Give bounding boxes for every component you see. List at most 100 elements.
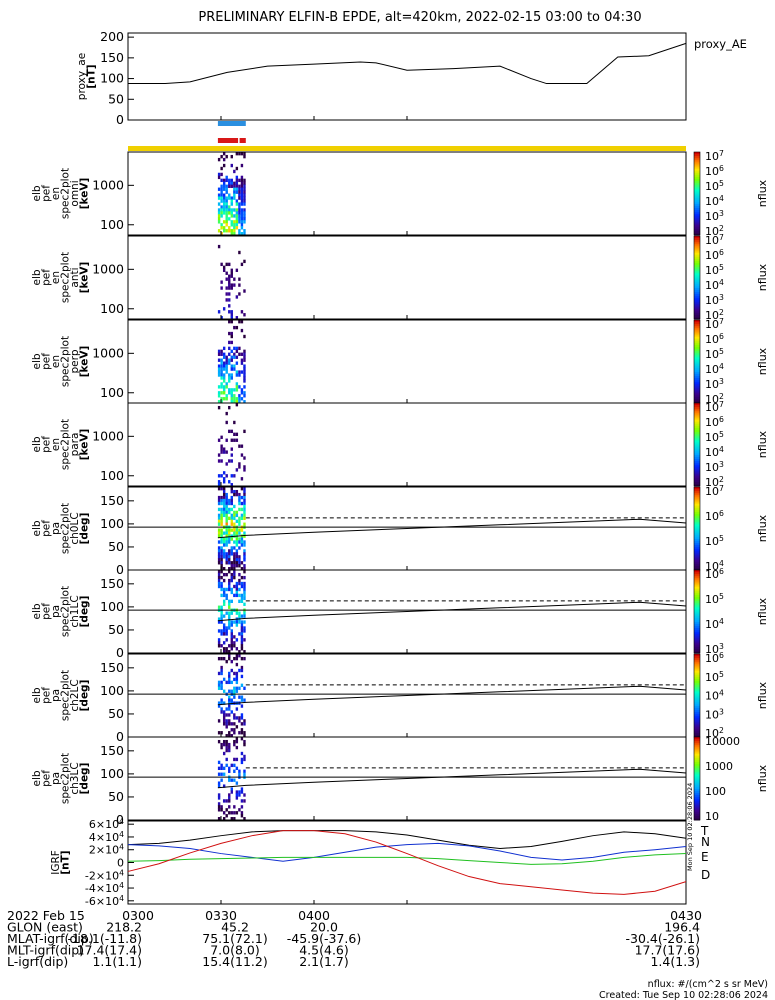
en_perp-ylabel-line: perp xyxy=(69,349,81,373)
pa_ch0-flux-cell xyxy=(220,495,223,500)
en_para-flux-cell xyxy=(225,420,228,425)
pa_ch0-flux-cell xyxy=(243,507,246,512)
pa_ch1-ylabel-line: ch1LC xyxy=(69,595,81,627)
pa_ch0-flux-cell xyxy=(228,561,231,565)
pa_ch1-colorbar-segment xyxy=(694,580,700,583)
pa_ch1-flux-cell xyxy=(222,590,226,595)
pa_ch0-flux-cell xyxy=(225,540,228,544)
pa_ch3-colorbar-segment xyxy=(694,809,700,813)
pa_ch0-flux-cell xyxy=(225,513,228,518)
en_anti-colorbar-segment xyxy=(694,240,700,243)
en_omni-flux-cell xyxy=(217,187,221,191)
pa_ch0-colorbar-segment xyxy=(694,536,700,540)
en_omni-colorbar-segment xyxy=(694,193,700,197)
pa_ch2-flux-cell xyxy=(222,701,226,705)
xaxis-row-value: 0400 xyxy=(298,908,330,923)
pa_ch3-ylabel-line: spec2plot xyxy=(59,753,71,804)
pa_ch3-colorbar-segment xyxy=(694,784,700,788)
en_omni-flux-cell xyxy=(235,214,239,218)
en_perp-flux-cell xyxy=(228,320,231,324)
en_anti-ylabel-line: pef xyxy=(40,269,52,286)
en_omni-flux-cell xyxy=(233,223,236,227)
pa_ch1-flux-cell xyxy=(217,584,221,589)
pa_ch0-flux-cell xyxy=(233,504,236,509)
pa_ch3-colorbar-segment xyxy=(694,739,700,742)
en_anti-flux-cell xyxy=(217,244,221,249)
en_omni-flux-cell xyxy=(235,217,239,221)
en_para-flux-cell xyxy=(220,435,223,439)
pa_ch2-flux-cell xyxy=(225,734,228,738)
pa_ch0-ylabel-line: pa xyxy=(50,522,62,535)
pa_ch1-flux-cell xyxy=(230,632,233,636)
en_omni-flux-cell xyxy=(220,232,223,236)
pa_ch2-flux-cell xyxy=(243,734,246,738)
pa_ch0-flux-cell xyxy=(243,564,246,568)
pa_ch3-colorbar-segment xyxy=(694,776,700,779)
en_omni-colorbar-segment xyxy=(694,162,700,165)
en_omni-flux-cell xyxy=(220,226,223,230)
pa_ch0-flux-cell xyxy=(222,552,226,556)
en_perp-flux-cell xyxy=(228,346,231,351)
en_omni-flux-cell xyxy=(243,229,246,233)
science-zone-bar-blue xyxy=(217,121,246,126)
en_omni-flux-cell xyxy=(240,187,244,191)
pa_ch1-flux-cell xyxy=(240,632,244,636)
en_para-colorbar-segment xyxy=(694,454,700,458)
en_perp-ylabel-line: [keV] xyxy=(78,346,90,378)
en_omni-flux-cell xyxy=(243,220,246,224)
en_para-colorbar-frame xyxy=(693,402,701,487)
pa_ch3-flux-cell xyxy=(243,799,246,803)
en_anti-colorbar-label: 106 xyxy=(705,248,724,263)
pa_ch2-flux-cell xyxy=(233,731,236,735)
en_para-colorbar-segment xyxy=(694,456,700,460)
pa_ch3-colorbar-label: 1000 xyxy=(705,760,733,773)
en_para-flux-cell xyxy=(230,459,233,463)
pa_ch2-colorbar-segment xyxy=(694,685,700,688)
en_omni-flux-cell xyxy=(243,152,246,156)
pa_ch0-flux-cell xyxy=(230,507,233,512)
en_omni-flux-cell xyxy=(233,193,236,197)
en_anti-colorbar-segment xyxy=(694,314,700,318)
pa_ch1-flux-cell xyxy=(238,599,241,604)
pa_ch1-ytick-label: 50 xyxy=(108,622,124,637)
en_omni-flux-cell xyxy=(233,196,236,200)
en_anti-colorbar-segment xyxy=(694,300,700,303)
pa_ch2-flux-cell xyxy=(233,728,236,732)
pa_ch1-flux-cell xyxy=(228,587,231,592)
en_anti-flux-cell xyxy=(228,277,231,281)
en_anti-flux-cell xyxy=(235,316,239,320)
en_para-colorbar-segment xyxy=(694,411,700,414)
en_anti-flux-cell xyxy=(228,304,231,308)
pa_ch0-colorbar-segment xyxy=(694,513,700,517)
en_perp-flux-cell xyxy=(222,355,226,359)
pa_ch1-flux-cell xyxy=(233,635,236,639)
en_perp-flux-cell xyxy=(238,385,241,389)
en_omni-flux-cell xyxy=(230,199,233,203)
pa_ch1-flux-cell xyxy=(217,638,221,642)
en_omni-colorbar-segment xyxy=(694,197,700,201)
pa_ch0-flux-cell xyxy=(217,487,221,491)
en_para-ylabel-line: en xyxy=(50,438,62,451)
en_perp-flux-cell xyxy=(217,370,221,374)
pa_ch1-colorbar-segment xyxy=(694,636,700,639)
en_omni-colorbar-segment xyxy=(694,208,700,211)
en_omni-flux-cell xyxy=(240,190,244,194)
pa_ch3-flux-cell xyxy=(217,784,221,788)
en_anti-flux-cell xyxy=(225,262,228,267)
pa_ch3-flux-cell xyxy=(230,790,233,794)
pa_ch0-flux-cell xyxy=(235,555,239,559)
en_para-colorbar-label: 104 xyxy=(705,445,724,460)
pa_ch3-flux-cell xyxy=(222,784,226,788)
pa_ch3-flux-cell xyxy=(217,760,221,765)
en_omni-flux-cell xyxy=(238,208,241,212)
en_omni-colorbar-segment xyxy=(694,218,700,221)
en_anti-flux-cell xyxy=(243,259,246,264)
en_perp-flux-cell xyxy=(217,394,221,398)
pa_ch2-ylabel-line: pef xyxy=(40,687,52,704)
en_para-colorbar-segment xyxy=(694,440,700,443)
pa_ch3-flux-cell xyxy=(240,751,244,756)
pa_ch0-flux-cell xyxy=(228,498,231,503)
pa_ch2-flux-cell xyxy=(217,719,221,723)
pa_ch2-flux-cell xyxy=(240,668,244,673)
en_perp-flux-cell xyxy=(230,373,233,377)
